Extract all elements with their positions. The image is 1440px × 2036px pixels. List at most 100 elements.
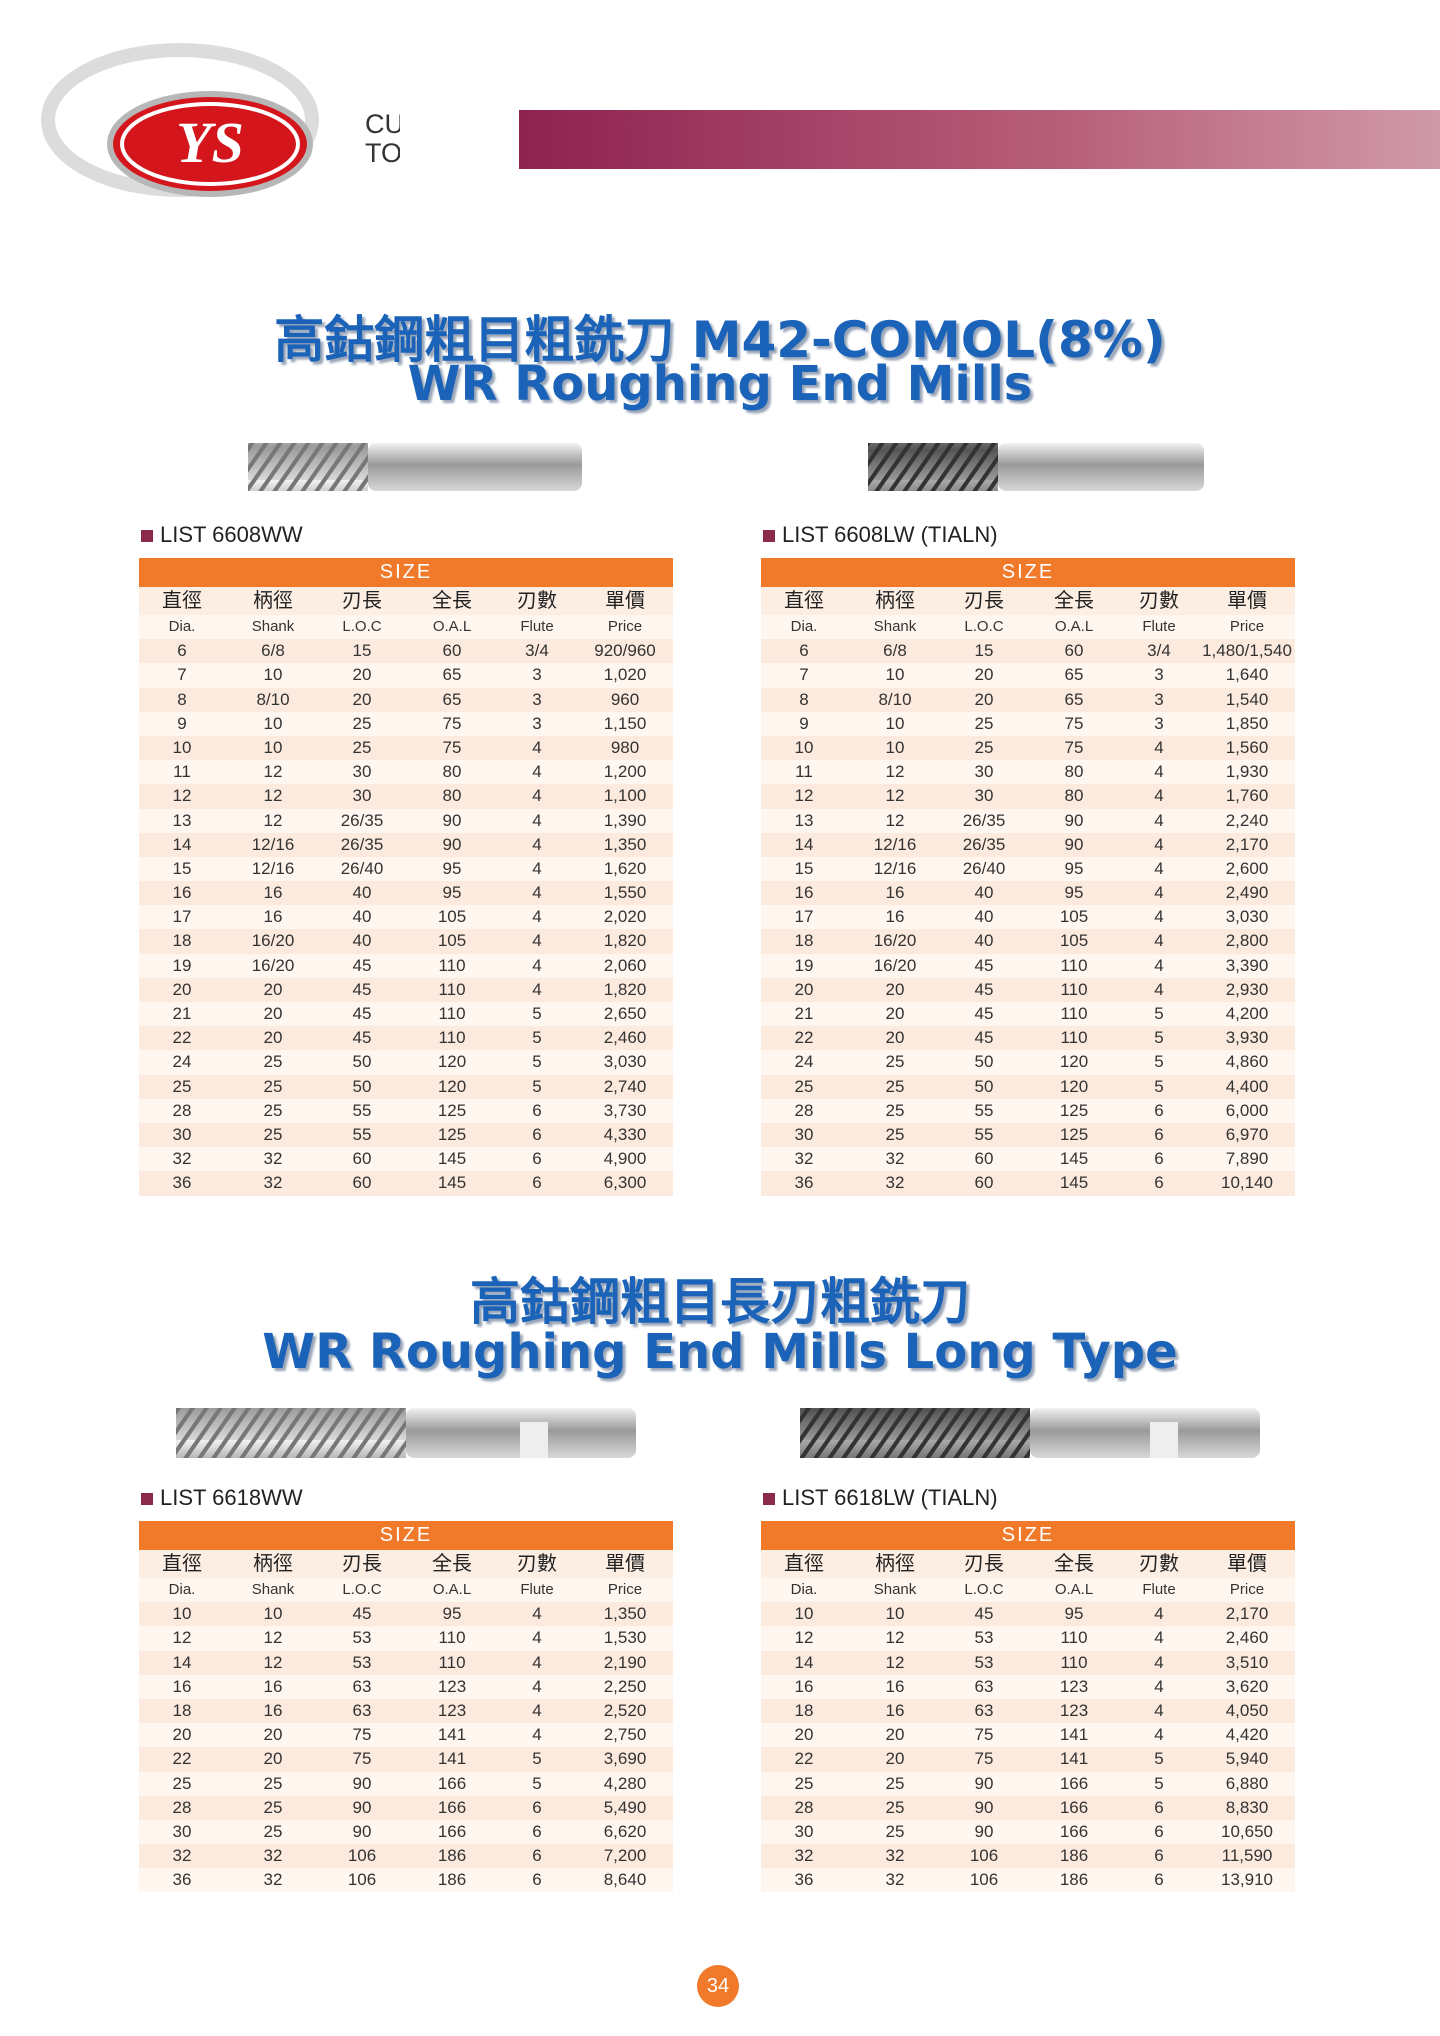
table-cell: 25 (794, 1076, 814, 1096)
header-row: Dia. Shank L.O.C O.A.L Flute Price (761, 1578, 1295, 1603)
table-cell: 106 (347, 1870, 377, 1890)
table-cell: 26/35 (962, 810, 1006, 830)
table-cell: 12/16 (251, 858, 295, 878)
header-cell: L.O.C (342, 618, 382, 635)
table-cell: 3,030 (603, 1052, 647, 1072)
table-cell: 95 (442, 1604, 462, 1624)
table-cell: 123 (1059, 1676, 1089, 1696)
table-row: 36 32 60 145 6 6,300 (139, 1171, 673, 1196)
header-row: 直徑 柄徑 刃長 全長 刃數 單價 (761, 587, 1295, 615)
table-cell: 21 (794, 1004, 814, 1023)
table-cell: 6,880 (1225, 1773, 1269, 1793)
table-row: 7 10 20 65 3 1,640 (761, 663, 1295, 688)
table-cell: 95 (1064, 883, 1084, 903)
table-cell: 4 (532, 1725, 542, 1745)
table-cell: 40 (352, 883, 372, 903)
table-cell: 16 (885, 1676, 905, 1696)
header-cell: Flute (520, 618, 554, 635)
table-cell: 4 (532, 762, 542, 782)
table-cell: 106 (969, 1870, 999, 1890)
table-cell: 105 (1059, 907, 1089, 927)
table-cell: 40 (974, 931, 994, 951)
table-cell: 1,350 (603, 1604, 647, 1624)
table-cell: 10 (885, 713, 905, 733)
table-cell: 166 (1059, 1821, 1089, 1841)
table-cell: 105 (437, 907, 467, 927)
table-cell: 75 (1064, 737, 1084, 757)
header-cell: O.A.L (432, 1581, 472, 1598)
header-cell: 單價 (605, 1553, 645, 1575)
header-cell: Flute (1142, 1581, 1176, 1598)
table-row: 9 10 25 75 3 1,150 (139, 711, 673, 736)
table-cell: 5 (532, 1028, 542, 1048)
header-cell: Price (607, 618, 643, 635)
table-row: 30 25 55 125 6 6,970 (761, 1122, 1295, 1148)
table-cell: 12 (885, 762, 905, 782)
table-cell: 4,200 (1225, 1004, 1269, 1023)
table-cell: 12/16 (873, 858, 917, 878)
table-cell: 12 (263, 1652, 283, 1672)
table-cell: 4 (1154, 907, 1164, 927)
table-row: 32 32 60 145 6 7,890 (761, 1147, 1295, 1172)
table-cell: 6 (532, 1100, 542, 1120)
table-row: 18 16/20 40 105 4 1,820 (139, 929, 673, 954)
header-cell: 單價 (1227, 590, 1267, 612)
table-row: 18 16/20 40 105 4 2,800 (761, 929, 1295, 954)
header-cell: Flute (520, 1581, 554, 1598)
table-cell: 4 (532, 979, 542, 999)
header-cell: 直徑 (162, 590, 202, 612)
table-cell: 120 (437, 1052, 467, 1072)
header-cell: Dia. (790, 1581, 818, 1598)
table-cell: 4 (532, 931, 542, 951)
table-cell: 45 (352, 1004, 372, 1023)
table-cell: 20 (172, 979, 192, 999)
table-cell: 32 (263, 1870, 283, 1890)
table-cell: 2,750 (603, 1725, 647, 1745)
table-cell: 50 (974, 1076, 994, 1096)
table-cell: 55 (974, 1100, 994, 1120)
table-cell: 4 (1154, 931, 1164, 951)
table-cell: 110 (1060, 955, 1088, 975)
table-cell: 20 (885, 1725, 905, 1745)
table-cell: 90 (974, 1797, 994, 1817)
table-cell: 4,420 (1225, 1725, 1269, 1745)
table-cell: 60 (352, 1173, 372, 1193)
table-cell: 4 (532, 858, 542, 878)
table-cell: 3,390 (1225, 955, 1269, 975)
table-cell: 17 (794, 907, 814, 927)
table-cell: 6,000 (1225, 1100, 1269, 1120)
table-cell: 16 (172, 883, 192, 903)
table-row: 32 32 60 145 6 4,900 (139, 1147, 673, 1172)
table-cell: 3,690 (603, 1749, 647, 1769)
table-cell: 19 (172, 955, 192, 975)
table-cell: 120 (1059, 1076, 1089, 1096)
table: SIZE 直徑 柄徑 刃長 全長 刃數 單價 Dia. Shank L.O.C O.A.L Flute… (761, 1521, 1295, 1893)
table-cell: 141 (1059, 1725, 1089, 1745)
table-cell: 3/4 (1147, 641, 1171, 661)
table-cell: 110 (1060, 1628, 1088, 1648)
table-cell: 6 (1154, 1870, 1164, 1890)
table-cell: 1,930 (1225, 762, 1269, 782)
table-cell: 16 (885, 907, 905, 927)
table-cell: 60 (1064, 641, 1084, 661)
table-cell: 53 (974, 1652, 994, 1672)
table-cell: 6 (1154, 1100, 1164, 1120)
table-cell: 24 (172, 1052, 192, 1072)
header-cell: L.O.C (342, 1581, 382, 1598)
table-cell: 28 (794, 1797, 814, 1817)
table-cell: 20 (263, 1749, 283, 1769)
table-cell: 60 (442, 641, 462, 661)
table-cell: 4 (1154, 1604, 1164, 1624)
table-cell: 16 (885, 1700, 905, 1720)
tool-image (800, 1408, 1260, 1458)
table-cell: 14 (172, 1652, 192, 1672)
table-cell: 1,100 (603, 786, 647, 806)
table-row: 19 16/20 45 110 4 3,390 (761, 953, 1295, 978)
header-cell: L.O.C (964, 1581, 1004, 1598)
list-label: LIST 6608WW (141, 522, 303, 548)
list-label: LIST 6618LW (TIALN) (763, 1485, 998, 1511)
table-row: 20 20 75 141 4 4,420 (761, 1723, 1295, 1748)
table-cell: 80 (442, 762, 462, 782)
table-cell: 20 (885, 1749, 905, 1769)
table-cell: 16 (263, 907, 283, 927)
